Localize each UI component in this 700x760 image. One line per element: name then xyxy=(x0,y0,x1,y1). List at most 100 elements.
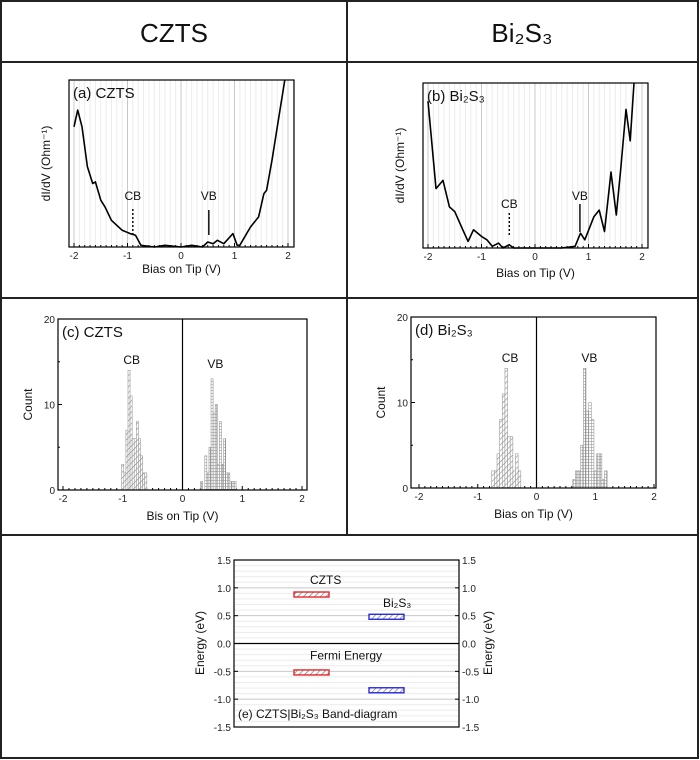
x-tick-label: 2 xyxy=(651,492,657,503)
histogram-bar-vb xyxy=(225,472,229,491)
x-axis-label: Bias on Tip (V) xyxy=(496,266,575,280)
x-tick-label: -2 xyxy=(70,251,79,262)
histogram-bar-vb xyxy=(204,455,208,491)
histogram-bar-vb xyxy=(206,472,210,491)
histogram-bar-cb xyxy=(121,464,125,491)
plot-frame xyxy=(410,316,657,489)
histogram-bar-cb xyxy=(123,472,127,491)
plot-frame xyxy=(57,318,308,491)
y-tick-label: -0.5 xyxy=(214,667,232,678)
histogram-bar-vb xyxy=(583,367,587,489)
histogram-bar-vb xyxy=(580,444,584,489)
fermi-label: Fermi Energy xyxy=(310,649,382,663)
header-czts: CZTS xyxy=(140,18,208,48)
band-level-czts xyxy=(293,591,330,598)
histogram-bar-cb xyxy=(138,438,141,491)
x-tick-label: -2 xyxy=(424,252,433,263)
histogram-bar-cb xyxy=(494,470,498,489)
didv-curve xyxy=(427,82,635,249)
y-tick-label-right: -1.0 xyxy=(462,695,480,706)
histogram-bar-vb xyxy=(598,453,603,489)
material-label: Bi₂S₃ xyxy=(383,596,411,610)
annotation-vb: VB xyxy=(201,189,217,203)
y-axis-label: Count xyxy=(374,386,388,419)
band-level-czts xyxy=(293,669,330,676)
x-tick-label: 1 xyxy=(592,492,598,503)
plot-frame xyxy=(233,559,460,728)
x-tick-label: -1 xyxy=(123,251,132,262)
y-tick-label: 10 xyxy=(44,401,56,412)
histogram-bar-vb xyxy=(601,479,605,489)
histogram-bar-vb xyxy=(575,470,579,489)
histogram-bar-cb xyxy=(142,472,146,491)
x-tick-label: 1 xyxy=(239,494,245,505)
histogram-bar-vb xyxy=(572,479,576,489)
band-level-bi2s3 xyxy=(368,687,405,694)
histogram-bar-cb xyxy=(144,472,148,491)
x-tick-label: 0 xyxy=(532,252,538,263)
x-tick-label: 0 xyxy=(534,492,540,503)
y-tick-label: -1.5 xyxy=(214,723,232,734)
histogram-bar-vb xyxy=(212,412,216,491)
x-axis-label: Bis on Tip (V) xyxy=(146,509,218,523)
histogram-bar-cb xyxy=(512,470,516,489)
x-axis-label: Bias on Tip (V) xyxy=(494,507,573,521)
series-label-cb: CB xyxy=(502,351,519,365)
band-level-bi2s3 xyxy=(368,613,405,620)
histogram-bar-cb xyxy=(499,419,503,489)
y-axis-label-right: Energy (eV) xyxy=(481,611,495,675)
histogram-bar-cb xyxy=(515,453,519,489)
histogram-bar-cb xyxy=(136,421,139,491)
x-tick-label: 2 xyxy=(299,494,305,505)
x-tick-label: 0 xyxy=(178,251,184,262)
histogram-bar-vb xyxy=(227,472,231,491)
panel-e: -1.5 -1.5 -1.0 -1.0 -0.5 -0.5 0.0 0.0 0.5 0.5 1.0 1… xyxy=(193,556,495,734)
x-tick-label: -1 xyxy=(477,252,486,263)
histogram-bar-cb xyxy=(491,470,495,489)
y-tick-label-right: 1.0 xyxy=(462,584,476,595)
material-label: CZTS xyxy=(310,573,341,587)
histogram-bar-vb xyxy=(229,481,233,491)
panel-label: (e) CZTS|Bi₂S₃ Band-diagram xyxy=(238,707,397,721)
annotation-cb: CB xyxy=(125,189,142,203)
panel-b: -2 -1 0 1 2 CB VB (b) Bi₂S₃ Bias on Tip (V) dI/dV… xyxy=(393,82,649,280)
annotation-vb: VB xyxy=(572,189,588,203)
histogram-bar-vb xyxy=(233,481,237,491)
x-tick-label: -1 xyxy=(473,492,482,503)
histogram-bar-vb xyxy=(604,470,608,489)
histogram-bar-vb xyxy=(593,470,597,489)
header-bi2s3: Bi₂S₃ xyxy=(491,18,552,48)
x-tick-label: 2 xyxy=(639,252,645,263)
x-axis-label: Bias on Tip (V) xyxy=(142,262,221,276)
y-tick-label: 0.0 xyxy=(217,640,231,651)
histogram-bar-vb xyxy=(208,446,212,491)
x-tick-label: -1 xyxy=(118,494,127,505)
histogram-bar-cb xyxy=(504,367,508,489)
x-tick-label: -2 xyxy=(59,494,68,505)
histogram-bar-vb xyxy=(577,470,582,489)
y-tick-label: -1.0 xyxy=(214,695,232,706)
plot-frame xyxy=(422,82,649,249)
histogram-bar-cb xyxy=(127,369,131,491)
histogram-bar-cb xyxy=(131,438,135,491)
histogram-bar-cb xyxy=(129,395,133,491)
panel-label: (d) Bi₂S₃ xyxy=(415,322,473,339)
x-tick-label: -2 xyxy=(415,492,424,503)
x-tick-label: 0 xyxy=(180,494,186,505)
didv-curve xyxy=(73,79,286,248)
histogram-bar-vb xyxy=(200,481,203,491)
y-axis-label: Count xyxy=(21,388,35,421)
histogram-bar-vb xyxy=(231,481,235,491)
y-tick-label: 1.5 xyxy=(217,556,231,567)
x-tick-label: 1 xyxy=(586,252,592,263)
y-tick-label: 0 xyxy=(402,484,408,495)
y-tick-label-right: 0.5 xyxy=(462,612,476,623)
y-tick-label: 1.0 xyxy=(217,584,231,595)
annotation-cb: CB xyxy=(501,197,518,211)
histogram-bar-vb xyxy=(214,404,218,491)
y-axis-label: Energy (eV) xyxy=(193,611,207,675)
histogram-bar-cb xyxy=(517,470,522,489)
